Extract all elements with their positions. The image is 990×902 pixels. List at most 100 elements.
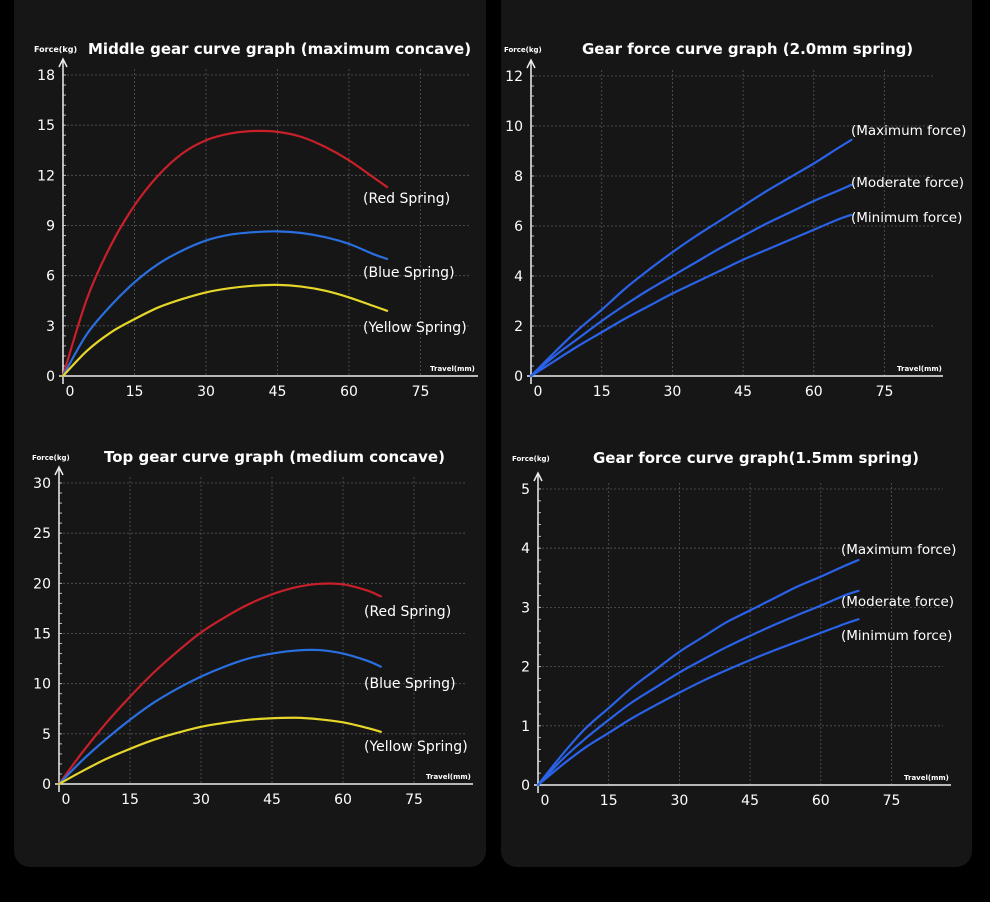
- series-label: (Yellow Spring): [364, 739, 468, 755]
- x-tick-label: 15: [121, 792, 139, 808]
- y-tick-label: 30: [33, 476, 51, 492]
- x-tick-label: 15: [600, 793, 618, 809]
- series-line-red-spring: [61, 129, 389, 378]
- x-tick-label: 45: [263, 792, 281, 808]
- y-axis-label: Force(kg): [34, 45, 77, 54]
- x-tick-label: 60: [812, 793, 830, 809]
- x-tick-label: 0: [534, 384, 543, 400]
- y-tick-label: 8: [514, 169, 523, 185]
- series-label: (Moderate force): [841, 594, 954, 610]
- series-line-blue-spring: [61, 230, 389, 378]
- series-line-blue-spring: [57, 648, 382, 786]
- x-axis-label: Travel(mm): [897, 365, 942, 373]
- series-line-minimum-force: [529, 213, 853, 378]
- series-label: (Blue Spring): [363, 265, 455, 281]
- y-axis-arrow-icon: [533, 471, 543, 482]
- y-tick-label: 2: [514, 319, 523, 335]
- y-axis-label: Force(kg): [512, 455, 550, 463]
- plot-area: 0 5 10 15 20 25 30 0 15 30 45 60 75 (Red Spring) (Blue…: [33, 465, 473, 808]
- y-tick-label: 4: [514, 269, 523, 285]
- y-tick-label: 20: [33, 576, 51, 592]
- x-tick-label: 15: [593, 384, 611, 400]
- x-tick-label: 15: [126, 384, 144, 400]
- x-tick-label: 75: [412, 384, 430, 400]
- x-tick-label: 30: [670, 793, 688, 809]
- y-tick-label: 25: [33, 526, 51, 542]
- series-label: (Red Spring): [363, 191, 450, 207]
- y-tick-label: 3: [521, 600, 530, 616]
- chart-title: Gear force curve graph(1.5mm spring): [593, 449, 919, 467]
- y-axis-label: Force(kg): [32, 454, 70, 462]
- y-axis-arrow-icon: [54, 465, 64, 476]
- series-label: (Yellow Spring): [363, 320, 467, 336]
- plot-area: 0 3 6 9 12 15 18 0 15 30 45 60 75 (Red Spring) (Blue S…: [37, 57, 478, 400]
- x-tick-label: 45: [269, 384, 287, 400]
- series-line-maximum-force: [536, 558, 860, 787]
- series-label: (Maximum force): [841, 542, 956, 558]
- chart-1-5mm-spring: Force(kg) Gear force curve graph(1.5mm s…: [512, 449, 956, 809]
- y-axis-arrow-icon: [58, 57, 68, 68]
- left-panel: [14, 0, 486, 867]
- x-axis-label: Travel(mm): [426, 773, 471, 781]
- series-line-moderate-force: [536, 589, 860, 787]
- y-tick-label: 6: [514, 219, 523, 235]
- y-tick-label: 0: [46, 369, 55, 385]
- x-tick-label: 75: [883, 793, 901, 809]
- y-tick-label: 6: [46, 269, 55, 285]
- y-tick-label: 5: [521, 482, 530, 498]
- y-tick-label: 3: [46, 319, 55, 335]
- y-tick-label: 0: [42, 777, 51, 793]
- y-tick-label: 12: [37, 168, 55, 184]
- series-line-yellow-spring: [61, 283, 389, 378]
- y-tick-label: 2: [521, 660, 530, 676]
- chart-2mm-spring: Force(kg) Gear force curve graph (2.0mm …: [504, 40, 966, 400]
- y-tick-label: 5: [42, 727, 51, 743]
- chart-title: Top gear curve graph (medium concave): [104, 448, 445, 466]
- y-tick-label: 10: [505, 119, 523, 135]
- chart-top-gear: Force(kg) Top gear curve graph (medium c…: [32, 448, 473, 808]
- x-axis-label: Travel(mm): [904, 774, 949, 782]
- x-tick-label: 0: [66, 384, 75, 400]
- series-line-red-spring: [57, 582, 382, 786]
- x-tick-label: 75: [876, 384, 894, 400]
- x-tick-label: 45: [741, 793, 759, 809]
- y-tick-label: 0: [514, 369, 523, 385]
- series-label: (Maximum force): [851, 123, 966, 139]
- y-tick-label: 18: [37, 68, 55, 84]
- y-tick-label: 0: [521, 778, 530, 794]
- y-tick-label: 4: [521, 541, 530, 557]
- x-tick-label: 30: [663, 384, 681, 400]
- series-label: (Minimum force): [851, 210, 962, 226]
- series-label: (Blue Spring): [364, 676, 456, 692]
- y-tick-label: 12: [505, 69, 523, 85]
- chart-middle-gear: Force(kg) Middle gear curve graph (maxim…: [34, 40, 478, 400]
- y-axis-label: Force(kg): [504, 46, 542, 54]
- x-tick-label: 0: [62, 792, 71, 808]
- y-axis-arrow-icon: [526, 58, 536, 69]
- x-tick-label: 75: [405, 792, 423, 808]
- y-tick-label: 15: [37, 118, 55, 134]
- series-label: (Moderate force): [851, 175, 964, 191]
- series-line-minimum-force: [536, 618, 860, 787]
- x-tick-label: 45: [734, 384, 752, 400]
- x-tick-label: 60: [805, 384, 823, 400]
- y-tick-label: 15: [33, 627, 51, 643]
- y-tick-label: 10: [33, 677, 51, 693]
- x-tick-label: 60: [334, 792, 352, 808]
- plot-area: 0 2 4 6 8 10 12 0 15 30 45 60 75 (Maximum force) (Mode…: [505, 58, 966, 400]
- x-tick-label: 30: [197, 384, 215, 400]
- chart-title: Gear force curve graph (2.0mm spring): [582, 40, 913, 58]
- x-tick-label: 30: [192, 792, 210, 808]
- series-line-yellow-spring: [57, 716, 382, 786]
- y-tick-label: 9: [46, 219, 55, 235]
- series-line-maximum-force: [529, 138, 853, 378]
- x-tick-label: 0: [541, 793, 550, 809]
- series-label: (Minimum force): [841, 628, 952, 644]
- x-tick-label: 60: [340, 384, 358, 400]
- chart-title: Middle gear curve graph (maximum concave…: [88, 40, 471, 58]
- series-label: (Red Spring): [364, 604, 451, 620]
- series-line-moderate-force: [529, 183, 853, 378]
- y-tick-label: 1: [521, 719, 530, 735]
